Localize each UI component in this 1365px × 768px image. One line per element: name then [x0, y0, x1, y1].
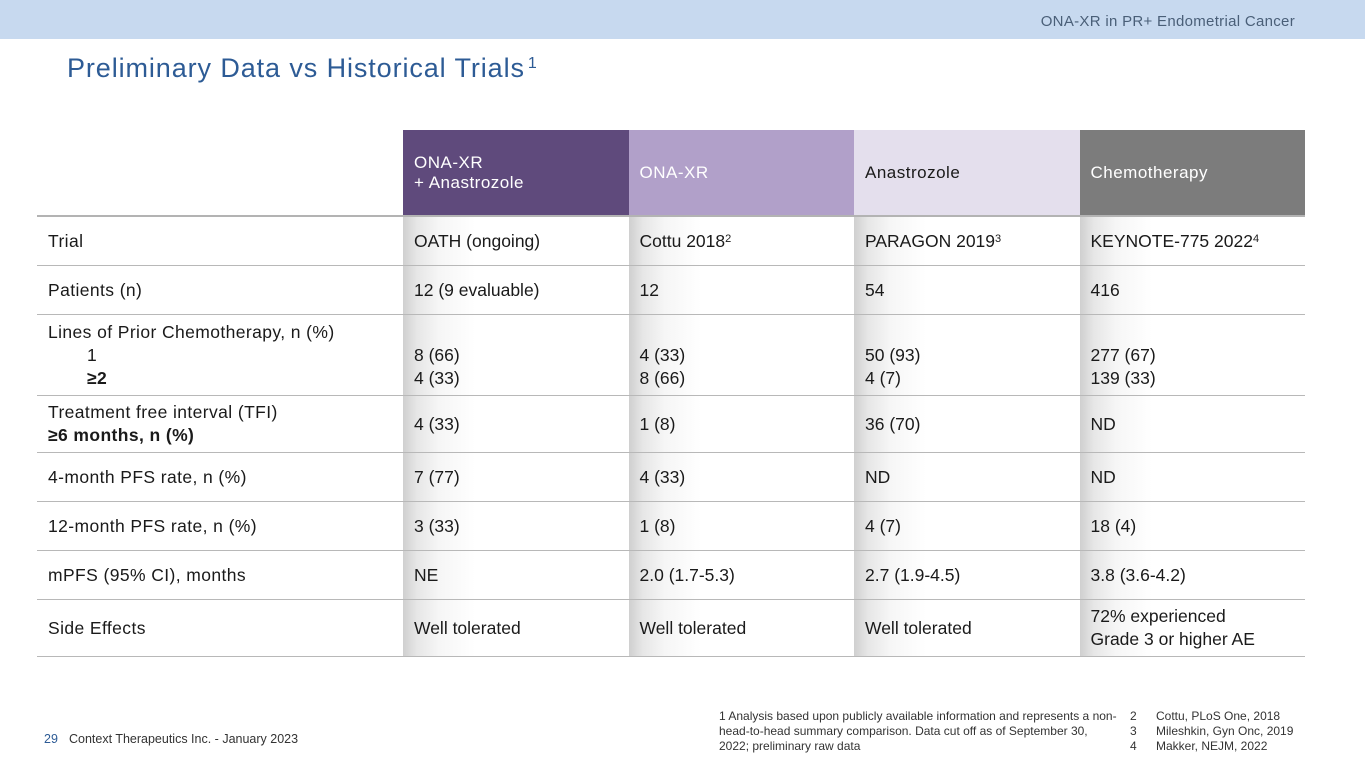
- table-row-patients: Patients (n) 12 (9 evaluable) 12 54 416: [37, 265, 1305, 315]
- row-label: mPFS (95% CI), months: [37, 550, 403, 600]
- header-ona-xr-anastrozole: ONA-XR + Anastrozole: [403, 130, 629, 217]
- table-cell: 2.0 (1.7-5.3): [628, 550, 854, 600]
- row-label-sub: ≥6 months, n (%): [48, 425, 195, 445]
- table-cell: Well tolerated: [403, 599, 629, 657]
- table-cell: 3 (33): [403, 501, 629, 551]
- row-label-main: Lines of Prior Chemotherapy, n (%): [48, 321, 335, 342]
- footnote-references: 2 Cottu, PLoS One, 2018 3 Mileshkin, Gyn O…: [1130, 709, 1293, 754]
- footnote-ref-3: 3 Mileshkin, Gyn Onc, 2019: [1130, 724, 1294, 738]
- header-line2: + Anastrozole: [414, 172, 524, 192]
- table-cell: 4 (7): [854, 501, 1080, 551]
- header-anastrozole: Anastrozole: [854, 130, 1080, 217]
- header-topic-text: ONA-XR in PR+ Endometrial Cancer: [1040, 13, 1295, 30]
- table-cell: 8 (66) 4 (33): [403, 314, 629, 396]
- row-label: Trial: [37, 216, 403, 266]
- table-cell: Cottu 20182: [628, 216, 854, 266]
- footnote-ref-2: 2 Cottu, PLoS One, 2018: [1130, 709, 1281, 723]
- table-cell: NE: [403, 550, 629, 600]
- table-cell: 4 (33): [403, 395, 629, 453]
- table-cell: KEYNOTE-775 20224: [1079, 216, 1305, 266]
- table-cell: Well tolerated: [628, 599, 854, 657]
- table-row-prior-chemo-lines: Lines of Prior Chemotherapy, n (%) 1 ≥2 …: [37, 314, 1305, 396]
- row-label: 4-month PFS rate, n (%): [37, 452, 403, 502]
- table-cell: ND: [854, 452, 1080, 502]
- table-cell: 18 (4): [1079, 501, 1305, 551]
- row-sublabel-2: ≥2: [87, 367, 108, 388]
- table-cell: 12: [628, 265, 854, 315]
- table-cell: 1 (8): [628, 395, 854, 453]
- header-line1: ONA-XR: [414, 152, 484, 172]
- page-title: Preliminary Data vs Historical Trials 1: [67, 53, 538, 84]
- table-row-pfs12: 12-month PFS rate, n (%) 3 (33) 1 (8) 4 …: [37, 501, 1305, 551]
- table-row-mpfs: mPFS (95% CI), months NE 2.0 (1.7-5.3) 2…: [37, 550, 1305, 600]
- table-row-tfi: Treatment free interval (TFI) ≥6 months,…: [37, 395, 1305, 453]
- table-cell: 54: [854, 265, 1080, 315]
- row-label: Treatment free interval (TFI) ≥6 months,…: [37, 395, 403, 453]
- comparison-table: ONA-XR + Anastrozole ONA-XR Anastrozole …: [37, 130, 1305, 657]
- table-cell: 277 (67) 139 (33): [1079, 314, 1305, 396]
- table-cell: PARAGON 20193: [854, 216, 1080, 266]
- table-cell: 416: [1079, 265, 1305, 315]
- table-cell: 3.8 (3.6-4.2): [1079, 550, 1305, 600]
- footnote-ref-4: 4 Makker, NEJM, 2022: [1130, 739, 1268, 753]
- table-cell: 2.7 (1.9-4.5): [854, 550, 1080, 600]
- table-cell: ND: [1079, 452, 1305, 502]
- header-empty-cell: [37, 130, 403, 217]
- table-cell: Well tolerated: [854, 599, 1080, 657]
- page-title-text: Preliminary Data vs Historical Trials: [67, 53, 525, 83]
- row-label: 12-month PFS rate, n (%): [37, 501, 403, 551]
- header-ona-xr: ONA-XR: [628, 130, 854, 217]
- table-cell: 1 (8): [628, 501, 854, 551]
- page-number: 29: [44, 732, 58, 746]
- table-cell: 7 (77): [403, 452, 629, 502]
- row-label-main: Treatment free interval (TFI): [48, 402, 278, 422]
- table-row-pfs4: 4-month PFS rate, n (%) 7 (77) 4 (33) ND…: [37, 452, 1305, 502]
- header-chemotherapy: Chemotherapy: [1079, 130, 1305, 217]
- table-cell: ND: [1079, 395, 1305, 453]
- row-label: Lines of Prior Chemotherapy, n (%) 1 ≥2: [37, 314, 403, 396]
- row-label: Side Effects: [37, 599, 403, 657]
- footnote-1: 1 Analysis based upon publicly available…: [719, 709, 1117, 753]
- table-cell: 4 (33): [628, 452, 854, 502]
- table-cell: 4 (33) 8 (66): [628, 314, 854, 396]
- page-title-ref: 1: [527, 55, 538, 72]
- table-row-side-effects: Side Effects Well tolerated Well tolerat…: [37, 599, 1305, 657]
- table-cell: 36 (70): [854, 395, 1080, 453]
- table-cell: 72% experienced Grade 3 or higher AE: [1079, 599, 1305, 657]
- top-banner: ONA-XR in PR+ Endometrial Cancer: [0, 0, 1365, 39]
- footer-company: Context Therapeutics Inc. - January 2023: [69, 732, 299, 746]
- row-label: Patients (n): [37, 265, 403, 315]
- table-cell: OATH (ongoing): [403, 216, 629, 266]
- table-cell: 50 (93) 4 (7): [854, 314, 1080, 396]
- row-sublabel-1: 1: [87, 344, 98, 365]
- table-cell: 12 (9 evaluable): [403, 265, 629, 315]
- table-row-trial: Trial OATH (ongoing) Cottu 20182 PARAGON…: [37, 216, 1305, 266]
- table-header-row: ONA-XR + Anastrozole ONA-XR Anastrozole …: [37, 130, 1305, 217]
